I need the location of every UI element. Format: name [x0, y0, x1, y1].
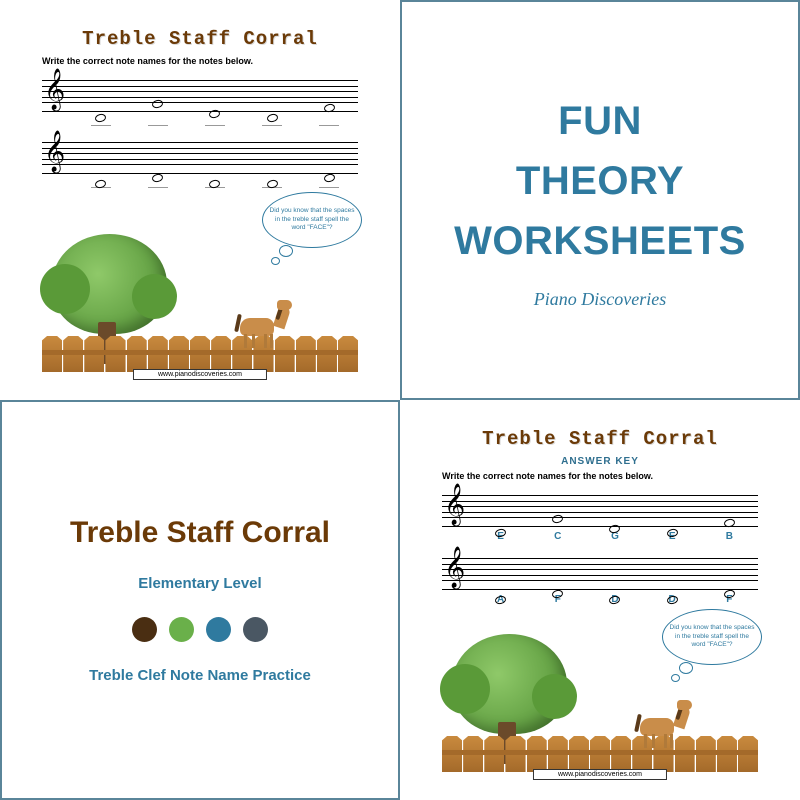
worksheet-name: Treble Staff Corral	[70, 516, 330, 550]
color-dot	[206, 617, 231, 642]
answer-blanks	[42, 178, 358, 188]
thought-bubble: Did you know that the spaces in the treb…	[262, 192, 362, 248]
whole-note	[552, 513, 564, 523]
note-row	[72, 134, 358, 173]
color-palette	[132, 617, 268, 642]
staff-row-2: 𝄞	[442, 550, 758, 590]
footer-url: www.pianodiscoveries.com	[533, 769, 667, 780]
color-dot	[132, 617, 157, 642]
answer-labels: ECGEB	[442, 531, 758, 542]
thought-text: Did you know that the spaces in the treb…	[668, 624, 756, 649]
color-dot	[243, 617, 268, 642]
title-line: FUN	[558, 99, 642, 143]
title-line: THEORY	[516, 159, 684, 203]
practice-label: Treble Clef Note Name Practice	[89, 667, 311, 684]
answer-labels: AFDDF	[442, 594, 758, 605]
worksheet-blank: Treble Staff Corral Write the correct no…	[0, 0, 400, 400]
footer-url: www.pianodiscoveries.com	[133, 369, 267, 380]
whole-note	[152, 98, 164, 108]
whole-note	[723, 517, 735, 527]
info-panel: Treble Staff Corral Elementary Level Tre…	[0, 400, 400, 800]
title-line: WORKSHEETS	[454, 219, 746, 263]
note-row	[72, 72, 358, 111]
note-letter: C	[548, 531, 568, 542]
worksheet-answer-key: Treble Staff Corral ANSWER KEY Write the…	[400, 400, 800, 800]
treble-clef-icon: 𝄞	[444, 546, 465, 589]
whole-note	[323, 102, 335, 112]
thought-bubble: Did you know that the spaces in the treb…	[662, 609, 762, 665]
tree-icon	[452, 634, 567, 734]
fence-icon	[42, 336, 358, 372]
note-letter: B	[719, 531, 739, 542]
note-row	[472, 550, 758, 589]
treble-clef-icon: 𝄞	[44, 68, 65, 111]
staff-row-1: 𝄞	[442, 487, 758, 527]
color-dot	[169, 617, 194, 642]
subtitle: Piano Discoveries	[534, 289, 666, 310]
staff-row-1: 𝄞	[42, 72, 358, 112]
fence-icon	[442, 736, 758, 772]
layout-grid: Treble Staff Corral Write the correct no…	[0, 0, 800, 800]
main-title: FUN THEORY WORKSHEETS	[454, 91, 746, 271]
worksheet-title: Treble Staff Corral	[82, 28, 318, 50]
treble-clef-icon: 𝄞	[44, 130, 65, 173]
instruction-text: Write the correct note names for the not…	[442, 471, 653, 481]
level-label: Elementary Level	[138, 575, 261, 592]
horse-icon	[634, 698, 688, 746]
answer-blanks	[42, 116, 358, 126]
title-panel: FUN THEORY WORKSHEETS Piano Discoveries	[400, 0, 800, 400]
illustration: Did you know that the spaces in the treb…	[442, 617, 758, 780]
staff-row-2: 𝄞	[42, 134, 358, 174]
treble-clef-icon: 𝄞	[444, 483, 465, 526]
instruction-text: Write the correct note names for the not…	[42, 56, 253, 66]
answer-key-label: ANSWER KEY	[561, 456, 639, 467]
illustration: Did you know that the spaces in the treb…	[42, 200, 358, 380]
horse-icon	[234, 298, 288, 346]
note-row	[472, 487, 758, 526]
worksheet-title: Treble Staff Corral	[482, 428, 718, 450]
thought-text: Did you know that the spaces in the treb…	[268, 207, 356, 232]
tree-icon	[52, 234, 167, 334]
